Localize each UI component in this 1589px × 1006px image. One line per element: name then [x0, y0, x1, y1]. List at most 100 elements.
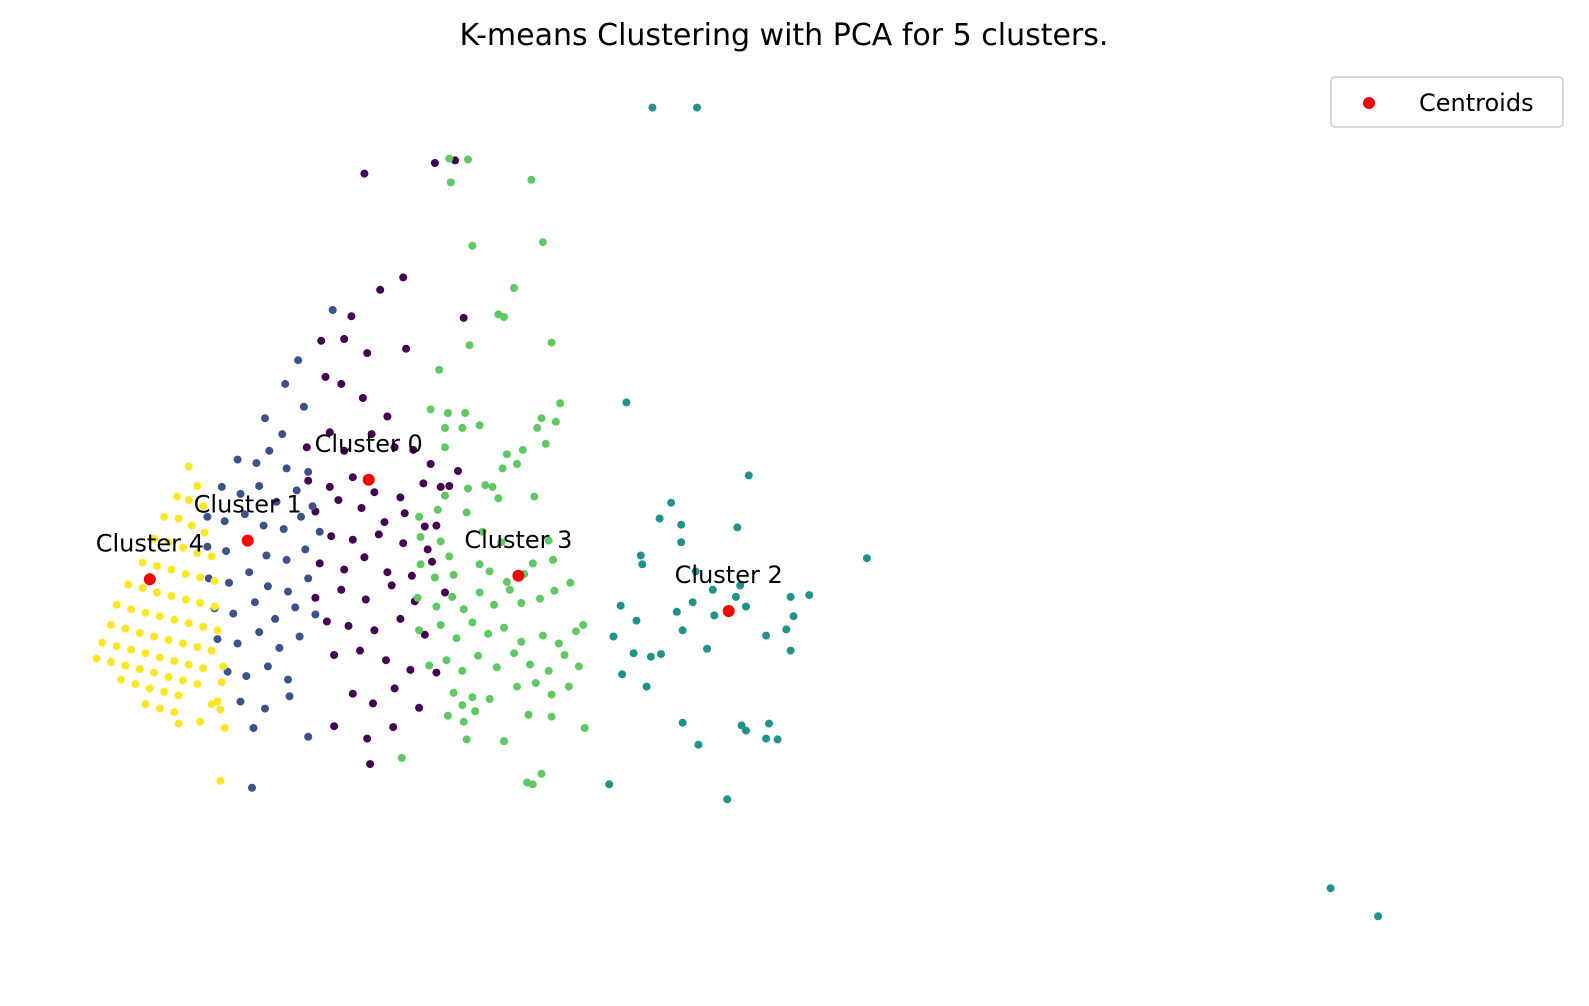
cluster-3-point — [471, 707, 480, 716]
cluster-4-point — [170, 708, 179, 717]
cluster-3-point — [397, 753, 406, 762]
cluster-2-point — [694, 740, 703, 749]
cluster-3-point — [517, 637, 526, 646]
cluster-2-point — [667, 498, 676, 507]
cluster-0-point — [419, 479, 428, 488]
cluster-1-point — [282, 555, 291, 564]
cluster-0-point — [340, 335, 349, 343]
cluster-3-point — [490, 600, 498, 609]
cluster-4-point — [112, 600, 121, 609]
cluster-0-point — [420, 630, 429, 639]
cluster-3-point — [530, 492, 539, 501]
cluster-0-point — [380, 518, 389, 527]
cluster-4-point — [160, 512, 169, 521]
cluster-0-point — [406, 665, 415, 674]
cluster-4-point — [178, 639, 187, 648]
cluster-2-point — [672, 607, 681, 616]
cluster-4-point — [92, 654, 101, 663]
cluster-1-point — [220, 517, 229, 526]
cluster-0-point — [420, 522, 429, 531]
cluster-0-point — [347, 312, 356, 321]
cluster-0-point — [304, 476, 313, 485]
cluster-3-point — [484, 629, 493, 638]
cluster-0-point — [459, 313, 468, 322]
cluster-2-point — [862, 554, 871, 563]
cluster-2-point — [786, 592, 795, 601]
cluster-0-point — [430, 159, 439, 167]
cluster-4-point — [150, 534, 159, 543]
cluster-3-point — [527, 175, 536, 184]
cluster-4-point — [106, 621, 115, 629]
cluster-4-point — [138, 584, 147, 593]
cluster-1-point — [272, 497, 281, 506]
cluster-3-point — [580, 724, 589, 732]
cluster-0-point — [358, 394, 367, 402]
cluster-3-point — [464, 484, 472, 493]
centroid-marker — [143, 573, 156, 586]
cluster-2-point — [638, 560, 647, 569]
cluster-3-point — [547, 338, 556, 347]
cluster-1-point — [263, 662, 272, 671]
legend-label-centroids: Centroids — [1419, 89, 1534, 117]
cluster-0-point — [302, 443, 311, 452]
cluster-1-point — [304, 467, 313, 476]
cluster-2-point — [723, 795, 732, 804]
cluster-4-point — [196, 599, 205, 607]
cluster-3-point — [416, 560, 425, 569]
cluster-0-point — [344, 621, 353, 630]
cluster-3-point — [564, 682, 573, 691]
cluster-3-point — [492, 663, 501, 672]
cluster-1-point — [301, 545, 310, 554]
cluster-3-point — [452, 634, 461, 643]
cluster-2-point — [789, 612, 798, 621]
centroid-marker — [722, 605, 735, 617]
cluster-2-point — [786, 646, 795, 655]
cluster-3-point — [579, 621, 588, 629]
cluster-0-point — [376, 285, 385, 294]
cluster-4-point — [127, 645, 136, 654]
cluster-2-point — [805, 591, 814, 600]
cluster-1-point — [295, 632, 304, 641]
cluster-1-point — [236, 489, 245, 498]
cluster-3-point — [574, 662, 583, 671]
cluster-2-point — [677, 520, 686, 529]
centroid-label: Cluster 3 — [464, 526, 572, 554]
cluster-3-point — [510, 649, 519, 658]
cluster-2-point — [642, 682, 651, 691]
cluster-4-point — [167, 565, 176, 574]
cluster-1-point — [236, 697, 245, 706]
cluster-0-point — [390, 443, 399, 452]
cluster-0-point — [407, 571, 416, 580]
cluster-3-point — [538, 238, 547, 247]
cluster-3-point — [541, 439, 550, 448]
cluster-3-point — [518, 445, 527, 454]
cluster-4-point — [199, 664, 208, 673]
cluster-0-point — [370, 626, 379, 635]
cluster-1-point — [261, 414, 269, 423]
cluster-3-point — [485, 695, 494, 703]
cluster-0-point — [356, 646, 364, 655]
cluster-0-point — [432, 521, 441, 530]
cluster-0-point — [390, 684, 399, 693]
cluster-3-point — [425, 661, 434, 670]
cluster-4-point — [178, 543, 187, 552]
cluster-4-point — [155, 653, 164, 662]
cluster-3-point — [560, 651, 569, 659]
cluster-3-point — [461, 409, 470, 417]
legend: Centroids — [1330, 76, 1564, 128]
cluster-3-point — [441, 491, 449, 500]
cluster-0-point — [348, 689, 357, 698]
cluster-3-point — [465, 341, 474, 350]
cluster-2-point — [703, 644, 712, 653]
cluster-0-point — [334, 496, 343, 505]
cluster-4-point — [193, 643, 202, 651]
cluster-4-point — [199, 622, 208, 631]
cluster-4-point — [124, 580, 133, 589]
cluster-4-point — [178, 676, 187, 685]
cluster-3-point — [554, 639, 563, 648]
cluster-2-point — [629, 649, 638, 658]
cluster-3-point — [544, 536, 553, 545]
cluster-2-point — [616, 601, 625, 610]
cluster-2-point — [648, 103, 657, 112]
